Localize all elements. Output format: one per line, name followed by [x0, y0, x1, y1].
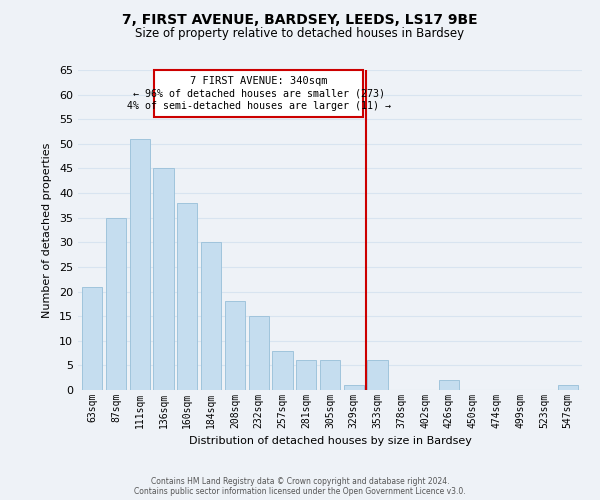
- Bar: [106, 218, 126, 390]
- Text: Size of property relative to detached houses in Bardsey: Size of property relative to detached ho…: [136, 28, 464, 40]
- Bar: [154, 168, 173, 390]
- Text: 7, FIRST AVENUE, BARDSEY, LEEDS, LS17 9BE: 7, FIRST AVENUE, BARDSEY, LEEDS, LS17 9B…: [122, 12, 478, 26]
- Bar: [177, 203, 197, 390]
- Bar: [82, 286, 103, 390]
- Text: 4% of semi-detached houses are larger (11) →: 4% of semi-detached houses are larger (1…: [127, 101, 391, 111]
- Text: Contains public sector information licensed under the Open Government Licence v3: Contains public sector information licen…: [134, 487, 466, 496]
- Bar: [320, 360, 340, 390]
- Text: 7 FIRST AVENUE: 340sqm: 7 FIRST AVENUE: 340sqm: [190, 76, 328, 86]
- Bar: [130, 139, 150, 390]
- Text: Contains HM Land Registry data © Crown copyright and database right 2024.: Contains HM Land Registry data © Crown c…: [151, 478, 449, 486]
- Bar: [272, 350, 293, 390]
- Bar: [296, 360, 316, 390]
- Bar: [367, 360, 388, 390]
- Bar: [248, 316, 269, 390]
- Y-axis label: Number of detached properties: Number of detached properties: [42, 142, 52, 318]
- Bar: [439, 380, 459, 390]
- FancyBboxPatch shape: [154, 70, 363, 117]
- Bar: [225, 302, 245, 390]
- Bar: [201, 242, 221, 390]
- Bar: [557, 385, 578, 390]
- Bar: [344, 385, 364, 390]
- X-axis label: Distribution of detached houses by size in Bardsey: Distribution of detached houses by size …: [188, 436, 472, 446]
- Text: ← 96% of detached houses are smaller (273): ← 96% of detached houses are smaller (27…: [133, 88, 385, 99]
